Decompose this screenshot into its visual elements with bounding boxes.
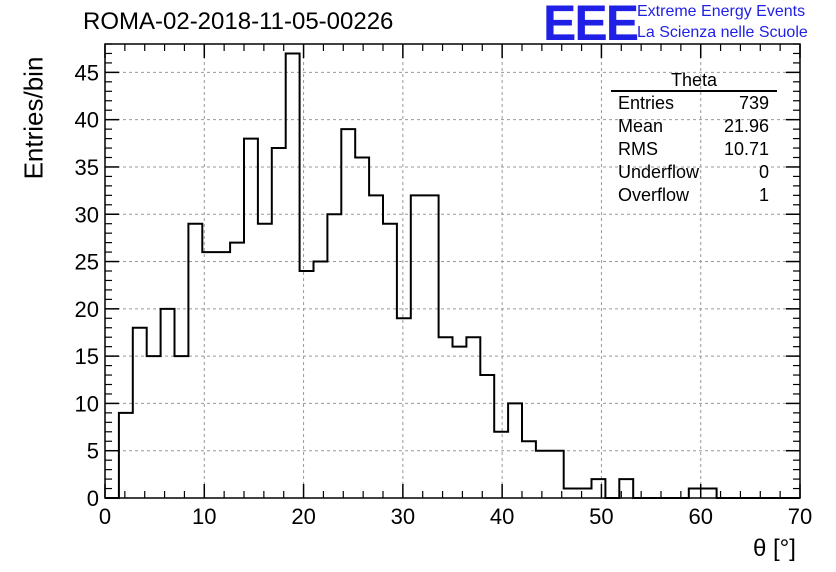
- x-tick-label: 10: [192, 504, 216, 529]
- x-tick-label: 70: [788, 504, 812, 529]
- x-tick-label: 60: [688, 504, 712, 529]
- y-tick-label: 25: [75, 250, 99, 275]
- x-tick-label: 30: [391, 504, 415, 529]
- histogram-series: [105, 52, 800, 499]
- stats-row-underflow: Underflow 0: [611, 161, 777, 184]
- stats-value: 0: [758, 162, 769, 182]
- axis-ticks: [104, 43, 801, 499]
- x-axis-label: θ [°]: [753, 535, 796, 562]
- y-tick-label: 40: [75, 108, 99, 133]
- stats-box: Theta Entries 739 Mean 21.96 RMS 10.71 U…: [611, 71, 777, 207]
- y-tick-label: 45: [75, 60, 99, 85]
- x-tick-label: 0: [99, 504, 111, 529]
- y-tick-label: 20: [75, 297, 99, 322]
- eee-logo: EEE: [543, 0, 639, 51]
- x-tick-label: 20: [291, 504, 315, 529]
- logo-caption-line2: La Scienza nelle Scuole: [637, 24, 808, 41]
- stats-row-entries: Entries 739: [611, 92, 777, 115]
- x-tick-label: 50: [589, 504, 613, 529]
- stats-label: Underflow: [618, 162, 700, 182]
- y-tick-label: 30: [75, 202, 99, 227]
- y-tick-label: 0: [87, 486, 99, 511]
- chart-title: ROMA-02-2018-11-05-00226: [83, 8, 394, 35]
- grid-lines: [105, 44, 800, 498]
- stats-value: 21.96: [723, 116, 769, 136]
- y-tick-label: 15: [75, 344, 99, 369]
- stats-row-mean: Mean 21.96: [611, 115, 777, 138]
- logo-caption-line1: Extreme Energy Events: [637, 3, 806, 20]
- stats-label: Mean: [618, 116, 664, 136]
- stats-label: Entries: [618, 93, 675, 113]
- stats-title: Theta: [611, 71, 777, 92]
- stats-row-overflow: Overflow 1: [611, 184, 777, 207]
- stats-label: RMS: [618, 139, 658, 159]
- y-tick-label: 10: [75, 391, 99, 416]
- y-tick-label: 35: [75, 155, 99, 180]
- y-tick-label: 5: [87, 439, 99, 464]
- y-axis-label: Entries/bin: [18, 56, 49, 180]
- x-tick-label: 40: [490, 504, 514, 529]
- stats-value: 739: [738, 93, 769, 113]
- stats-row-rms: RMS 10.71: [611, 138, 777, 161]
- stats-value: 1: [758, 185, 769, 205]
- stats-label: Overflow: [618, 185, 690, 205]
- stats-value: 10.71: [723, 139, 769, 159]
